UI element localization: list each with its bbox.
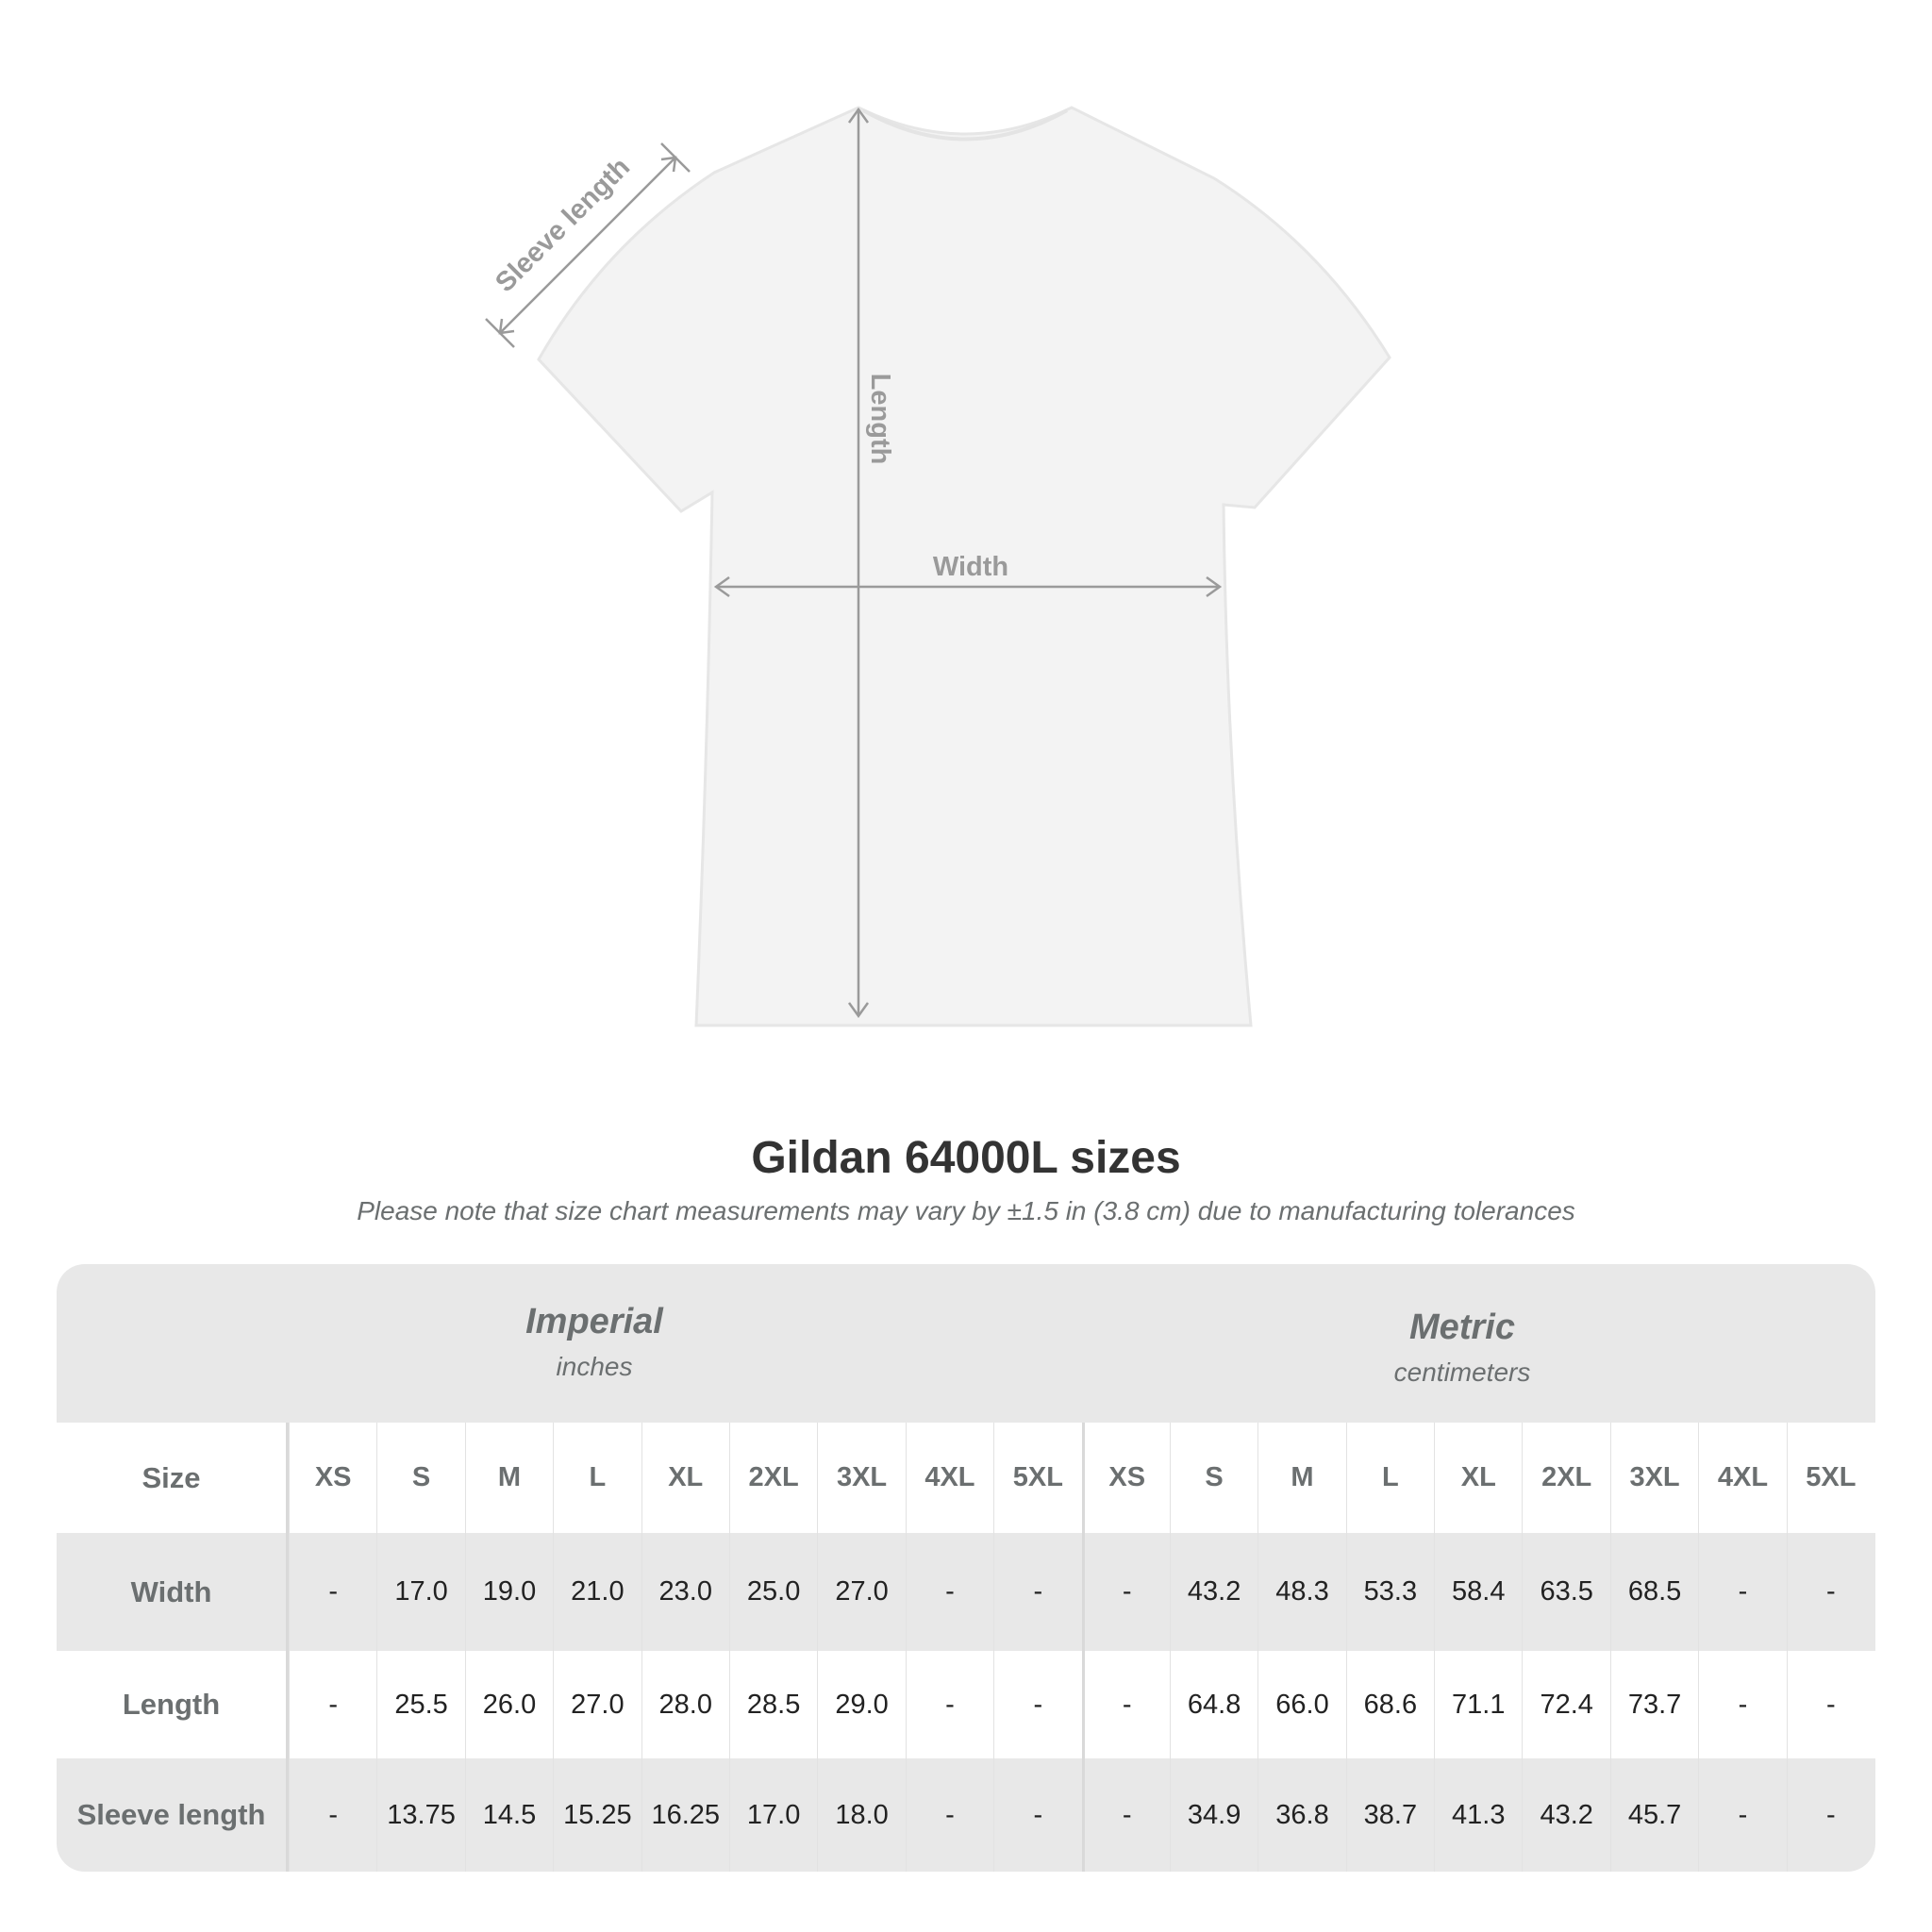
- metric-value-cell: 36.8: [1257, 1758, 1345, 1872]
- imperial-value-cell: 25.5: [376, 1651, 464, 1758]
- metric-size-header: S: [1169, 1423, 1257, 1533]
- imperial-value-cell: 27.0: [817, 1533, 905, 1651]
- imperial-value-cell: 29.0: [817, 1651, 905, 1758]
- imperial-size-header: 3XL: [817, 1423, 905, 1533]
- sleeve-arrow: [499, 157, 676, 334]
- metric-size-header: L: [1345, 1423, 1434, 1533]
- metric-size-header: M: [1257, 1423, 1345, 1533]
- metric-value-cell: -: [1081, 1651, 1170, 1758]
- imperial-size-header: L: [553, 1423, 641, 1533]
- metric-value-cell: 68.5: [1609, 1533, 1698, 1651]
- metric-value-cell: -: [1786, 1533, 1874, 1651]
- metric-value-cell: 45.7: [1609, 1758, 1698, 1872]
- imperial-value-cell: 23.0: [641, 1533, 729, 1651]
- imperial-value-cell: -: [905, 1533, 993, 1651]
- metric-size-header: 5XL: [1786, 1423, 1874, 1533]
- metric-value-cell: 38.7: [1345, 1758, 1434, 1872]
- metric-value-cell: -: [1698, 1651, 1786, 1758]
- metric-value-cell: 63.5: [1522, 1533, 1609, 1651]
- metric-header: Metric centimeters: [1132, 1307, 1792, 1388]
- metric-value-cell: 53.3: [1345, 1533, 1434, 1651]
- metric-title: Metric: [1409, 1307, 1515, 1347]
- imperial-size-header: 2XL: [728, 1423, 817, 1533]
- imperial-size-header: M: [464, 1423, 553, 1533]
- imperial-value-cell: -: [905, 1651, 993, 1758]
- table-row: Length -25.5 26.0 27.0 28.0 28.5 29.0- - -64.8 66…: [57, 1651, 1875, 1758]
- metric-size-header: 2XL: [1522, 1423, 1609, 1533]
- imperial-value-cell: -: [289, 1533, 376, 1651]
- tshirt-diagram: Width Length Sleeve length: [485, 106, 1391, 1027]
- imperial-header: Imperial inches: [264, 1302, 924, 1382]
- metric-size-header: XL: [1434, 1423, 1522, 1533]
- imperial-size-header: S: [376, 1423, 464, 1533]
- imperial-value-cell: -: [993, 1758, 1081, 1872]
- width-label: Width: [933, 552, 1008, 582]
- imperial-value-cell: 28.0: [641, 1651, 729, 1758]
- imperial-size-header: XL: [641, 1423, 729, 1533]
- imperial-size-header: 5XL: [993, 1423, 1081, 1533]
- metric-value-cell: -: [1786, 1651, 1874, 1758]
- imperial-value-cell: 21.0: [553, 1533, 641, 1651]
- imperial-value-cell: 27.0: [553, 1651, 641, 1758]
- metric-size-header: 3XL: [1609, 1423, 1698, 1533]
- length-label: Length: [865, 374, 895, 465]
- metric-unit: centimeters: [1393, 1357, 1531, 1387]
- row-label: Width: [57, 1533, 289, 1651]
- imperial-value-cell: 17.0: [376, 1533, 464, 1651]
- table-row: Sleeve length -13.75 14.5 15.25 16.25 17.0 18.…: [57, 1758, 1875, 1872]
- imperial-value-cell: -: [289, 1758, 376, 1872]
- metric-value-cell: -: [1698, 1758, 1786, 1872]
- imperial-unit: inches: [556, 1352, 633, 1381]
- imperial-size-header: XS: [289, 1423, 376, 1533]
- imperial-value-cell: -: [905, 1758, 993, 1872]
- metric-value-cell: 64.8: [1169, 1651, 1257, 1758]
- imperial-value-cell: -: [289, 1651, 376, 1758]
- tolerance-note: Please note that size chart measurements…: [357, 1196, 1575, 1225]
- row-label: Sleeve length: [57, 1758, 289, 1872]
- metric-size-header: XS: [1081, 1423, 1170, 1533]
- metric-value-cell: 66.0: [1257, 1651, 1345, 1758]
- metric-value-cell: 43.2: [1522, 1758, 1609, 1872]
- imperial-value-cell: 18.0: [817, 1758, 905, 1872]
- metric-value-cell: 41.3: [1434, 1758, 1522, 1872]
- imperial-value-cell: 13.75: [376, 1758, 464, 1872]
- metric-value-cell: 68.6: [1345, 1651, 1434, 1758]
- imperial-value-cell: -: [993, 1651, 1081, 1758]
- metric-value-cell: 48.3: [1257, 1533, 1345, 1651]
- imperial-value-cell: 17.0: [728, 1758, 817, 1872]
- imperial-value-cell: 28.5: [728, 1651, 817, 1758]
- metric-value-cell: -: [1698, 1533, 1786, 1651]
- metric-value-cell: -: [1081, 1533, 1170, 1651]
- metric-value-cell: 73.7: [1609, 1651, 1698, 1758]
- imperial-size-header: 4XL: [905, 1423, 993, 1533]
- metric-value-cell: 43.2: [1169, 1533, 1257, 1651]
- tshirt-shape: [537, 106, 1391, 1027]
- imperial-value-cell: -: [993, 1533, 1081, 1651]
- size-table: Imperial inches Metric centimeters Size X…: [57, 1264, 1875, 1872]
- imperial-title: Imperial: [525, 1302, 663, 1341]
- imperial-value-cell: 16.25: [641, 1758, 729, 1872]
- metric-value-cell: -: [1081, 1758, 1170, 1872]
- metric-value-cell: -: [1786, 1758, 1874, 1872]
- metric-value-cell: 71.1: [1434, 1651, 1522, 1758]
- size-header-label: Size: [57, 1423, 289, 1533]
- imperial-value-cell: 26.0: [464, 1651, 553, 1758]
- size-header-row: Size XS S M L XL 2XL 3XL 4XL 5XL XS S M L XL 2XL 3XL 4XL 5…: [57, 1423, 1875, 1533]
- metric-size-header: 4XL: [1698, 1423, 1786, 1533]
- imperial-value-cell: 14.5: [464, 1758, 553, 1872]
- metric-value-cell: 72.4: [1522, 1651, 1609, 1758]
- imperial-value-cell: 15.25: [553, 1758, 641, 1872]
- page-title: Gildan 64000L sizes: [751, 1133, 1181, 1183]
- metric-value-cell: 34.9: [1169, 1758, 1257, 1872]
- imperial-value-cell: 25.0: [728, 1533, 817, 1651]
- imperial-value-cell: 19.0: [464, 1533, 553, 1651]
- metric-value-cell: 58.4: [1434, 1533, 1522, 1651]
- row-label: Length: [57, 1651, 289, 1758]
- table-row: Width -17.0 19.0 21.0 23.0 25.0 27.0- - -43.2 48.…: [57, 1533, 1875, 1651]
